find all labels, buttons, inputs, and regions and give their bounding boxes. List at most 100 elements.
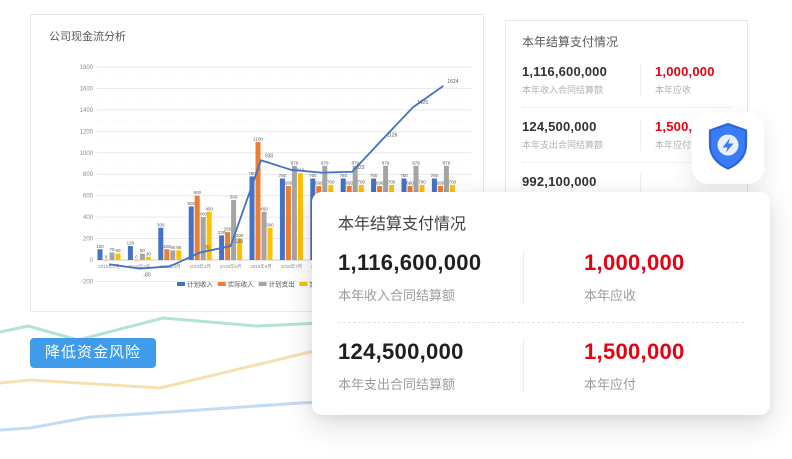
svg-text:690: 690 (437, 181, 445, 186)
receivable-value: 1,000,000 (655, 64, 715, 79)
svg-text:400: 400 (83, 215, 94, 221)
svg-text:760: 760 (309, 173, 317, 178)
svg-text:实际收入: 实际收入 (228, 280, 255, 289)
svg-text:130: 130 (235, 239, 244, 245)
svg-text:70: 70 (204, 245, 210, 251)
svg-text:200: 200 (83, 237, 94, 243)
summary-row-income: 1,116,600,000 本年收入合同结算额 1,000,000 本年应收 (522, 58, 731, 102)
svg-text:690: 690 (345, 181, 353, 186)
svg-text:700: 700 (388, 179, 396, 184)
svg-text:930: 930 (265, 153, 274, 159)
svg-text:700: 700 (449, 179, 457, 184)
svg-text:2019年6月: 2019年6月 (250, 263, 272, 270)
svg-text:1000: 1000 (80, 151, 94, 157)
svg-text:879: 879 (321, 160, 329, 165)
popup-expense-label: 本年支出合同结算额 (338, 377, 456, 392)
svg-text:60: 60 (115, 248, 121, 253)
svg-text:450: 450 (205, 206, 213, 211)
expense-settled-label: 本年支出合同结算额 (522, 140, 604, 150)
svg-text:260: 260 (224, 227, 232, 232)
svg-text:-200: -200 (81, 279, 94, 285)
svg-text:0: 0 (105, 255, 108, 260)
balance-value: 992,100,000 (522, 174, 597, 189)
svg-text:90: 90 (176, 245, 182, 250)
svg-text:计划支出: 计划支出 (269, 280, 295, 289)
svg-text:-80: -80 (143, 273, 150, 279)
summary-divider-1 (522, 107, 731, 108)
svg-text:690: 690 (285, 181, 293, 186)
svg-text:2019年4月: 2019年4月 (189, 263, 211, 270)
popup-payable-value: 1,500,000 (584, 339, 685, 364)
svg-text:560: 560 (230, 194, 238, 199)
risk-shield-card (692, 112, 764, 184)
summary-title: 本年结算支付情况 (522, 35, 619, 49)
svg-text:879: 879 (443, 160, 451, 165)
summary-income-settled: 1,116,600,000 本年收入合同结算额 (522, 64, 640, 96)
svg-text:690: 690 (406, 181, 414, 186)
svg-text:30: 30 (146, 251, 152, 256)
svg-text:300: 300 (266, 222, 274, 227)
svg-text:130: 130 (127, 241, 135, 246)
svg-text:60: 60 (140, 248, 146, 253)
svg-text:450: 450 (260, 206, 268, 211)
svg-text:700: 700 (327, 179, 335, 184)
svg-text:2019年2月: 2019年2月 (129, 263, 151, 270)
svg-text:1624: 1624 (447, 79, 458, 85)
popup-payable: 1,500,000 本年应付 (523, 339, 685, 393)
svg-text:90: 90 (170, 245, 176, 250)
popup-row-expense: 124,500,000 本年支出合同结算额 1,500,000 本年应付 (338, 339, 744, 393)
svg-text:760: 760 (370, 173, 378, 178)
svg-text:70: 70 (109, 247, 115, 252)
svg-text:1425: 1425 (417, 100, 428, 106)
svg-text:879: 879 (351, 160, 359, 165)
svg-text:760: 760 (339, 173, 347, 178)
chart-title: 公司现金流分析 (49, 31, 126, 43)
popup-receivable: 1,000,000 本年应收 (523, 250, 685, 304)
svg-text:700: 700 (418, 179, 426, 184)
svg-text:879: 879 (412, 160, 420, 165)
svg-text:1400: 1400 (80, 108, 94, 114)
svg-text:230: 230 (218, 230, 226, 235)
svg-text:1100: 1100 (253, 137, 263, 142)
popup-expense-settled: 124,500,000 本年支出合同结算额 (338, 339, 523, 393)
summary-balance-right-empty (640, 174, 655, 202)
summary-receivable: 1,000,000 本年应收 (640, 64, 715, 96)
svg-text:700: 700 (357, 179, 365, 184)
popup-payable-label: 本年应付 (584, 377, 637, 392)
svg-text:600: 600 (193, 190, 201, 195)
svg-text:690: 690 (376, 181, 384, 186)
income-settled-label: 本年收入合同结算额 (522, 85, 604, 95)
svg-text:879: 879 (382, 160, 390, 165)
svg-text:760: 760 (279, 173, 287, 178)
svg-text:500: 500 (187, 201, 195, 206)
svg-text:1200: 1200 (80, 129, 94, 135)
svg-text:200: 200 (236, 233, 244, 238)
popup-income-settled: 1,116,600,000 本年收入合同结算额 (338, 250, 523, 304)
settlement-popup: 本年结算支付情况 1,116,600,000 本年收入合同结算额 1,000,0… (312, 192, 770, 415)
svg-text:823: 823 (356, 165, 365, 171)
svg-text:1600: 1600 (80, 86, 94, 92)
svg-text:0: 0 (135, 255, 138, 260)
popup-income-value: 1,116,600,000 (338, 250, 482, 275)
svg-text:100: 100 (96, 244, 104, 249)
svg-text:0: 0 (90, 258, 94, 264)
popup-expense-value: 124,500,000 (338, 339, 464, 364)
popup-receivable-label: 本年应收 (584, 288, 637, 303)
popup-dashed-divider (338, 322, 744, 323)
popup-row-income: 1,116,600,000 本年收入合同结算额 1,000,000 本年应收 (338, 250, 744, 304)
svg-text:879: 879 (291, 160, 299, 165)
svg-text:300: 300 (157, 222, 165, 227)
shield-bolt-icon (706, 122, 750, 175)
svg-text:2019年5月: 2019年5月 (220, 263, 242, 270)
svg-text:600: 600 (83, 194, 94, 200)
svg-text:780: 780 (248, 171, 256, 176)
summary-expense-settled: 124,500,000 本年支出合同结算额 (522, 119, 640, 151)
svg-text:2019年1月: 2019年1月 (98, 263, 120, 270)
svg-text:1800: 1800 (80, 65, 94, 71)
popup-title: 本年结算支付情况 (338, 216, 467, 233)
payable-label: 本年应付 (655, 140, 692, 150)
svg-text:2019年7月: 2019年7月 (281, 263, 303, 270)
svg-text:800: 800 (83, 172, 94, 178)
svg-text:计划收入: 计划收入 (187, 280, 214, 289)
